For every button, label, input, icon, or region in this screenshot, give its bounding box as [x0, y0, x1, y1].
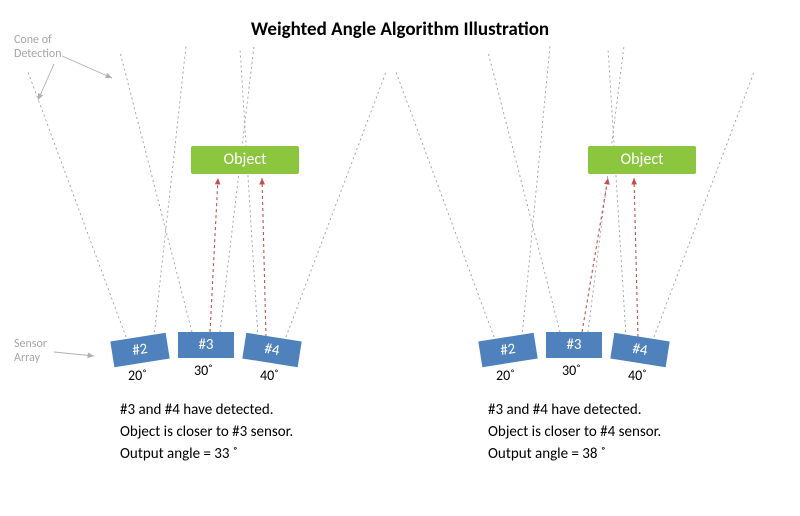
object-box: Object	[191, 146, 299, 174]
page-title: Weighted Angle Algorithm Illustration	[0, 18, 800, 41]
caption-left: #3 and #4 have detected. Object is close…	[120, 400, 293, 465]
object-box: Object	[588, 146, 696, 174]
annotation-array-label: Sensor Array	[14, 338, 47, 366]
sensor-deg-s2: 20˚	[496, 367, 515, 384]
sensor-deg-s4: 40˚	[628, 367, 647, 384]
sensor-deg-s3: 30˚	[562, 362, 581, 379]
sensor-deg-s2: 20˚	[128, 367, 147, 384]
sensor-deg-s4: 40˚	[260, 367, 279, 384]
sensor-deg-s3: 30˚	[194, 362, 213, 379]
sensor-s3: #3	[178, 332, 234, 358]
sensor-s3: #3	[546, 332, 602, 358]
annotation-cone-label: Cone of Detection	[14, 34, 62, 62]
caption-right: #3 and #4 have detected. Object is close…	[488, 400, 661, 465]
